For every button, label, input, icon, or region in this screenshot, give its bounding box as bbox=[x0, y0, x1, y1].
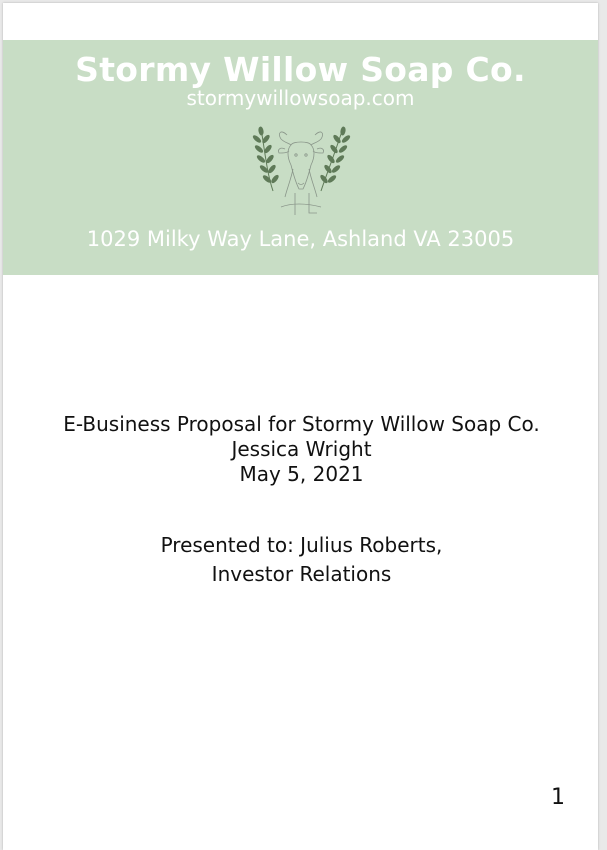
company-address: 1029 Milky Way Lane, Ashland VA 23005 bbox=[86, 227, 515, 251]
right-laurel-icon bbox=[320, 126, 351, 192]
left-laurel-icon bbox=[252, 126, 279, 192]
title-block: E-Business Proposal for Stormy Willow So… bbox=[3, 412, 598, 487]
proposal-title: E-Business Proposal for Stormy Willow So… bbox=[63, 412, 540, 436]
presented-to-line: Presented to: Julius Roberts, bbox=[160, 533, 443, 557]
presented-to-block: Presented to: Julius Roberts, Investor R… bbox=[3, 531, 598, 589]
document-page: Stormy Willow Soap Co. stormywillowsoap.… bbox=[3, 3, 598, 850]
company-name: Stormy Willow Soap Co. bbox=[75, 50, 526, 89]
proposal-date: May 5, 2021 bbox=[239, 462, 364, 486]
page-number: 1 bbox=[551, 785, 565, 810]
presented-to-department: Investor Relations bbox=[211, 562, 392, 586]
goat-with-laurel-logo-icon bbox=[252, 126, 351, 215]
header-banner: Stormy Willow Soap Co. stormywillowsoap.… bbox=[3, 40, 598, 275]
company-website: stormywillowsoap.com bbox=[186, 86, 415, 110]
goat-sketch-icon bbox=[278, 131, 324, 215]
author-name: Jessica Wright bbox=[231, 437, 372, 461]
